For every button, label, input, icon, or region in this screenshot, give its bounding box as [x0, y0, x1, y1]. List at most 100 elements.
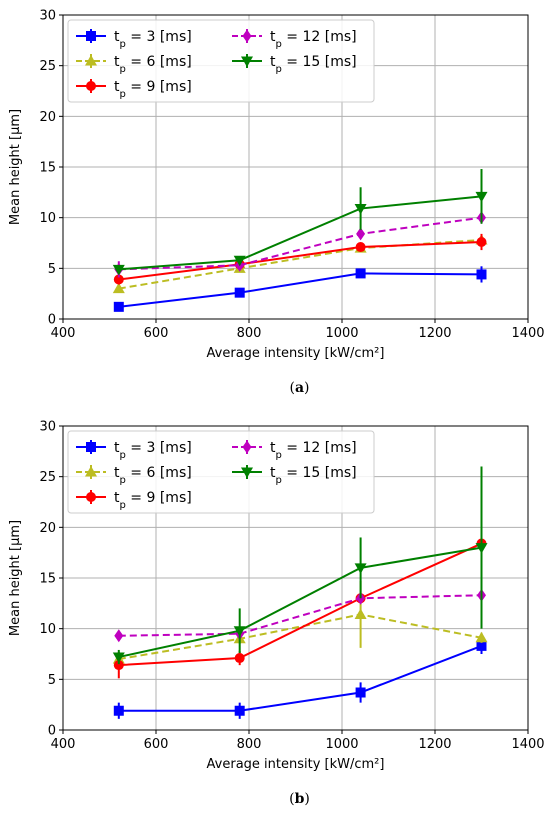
plot-area: [112, 466, 488, 719]
legend-marker: [242, 29, 252, 43]
series-line: [118, 546, 482, 659]
data-point: [354, 608, 367, 619]
y-tick-label: 5: [48, 262, 56, 277]
series-line: [118, 238, 482, 290]
y-tick-label: 5: [48, 673, 56, 688]
legend-label: tp = 9 [ms]: [114, 79, 192, 100]
series-5: [112, 466, 488, 665]
y-tick-label: 25: [39, 470, 56, 485]
x-tick-label: 1200: [418, 737, 451, 752]
axes: 400 600 800 1000 1200 1400 0 5 10 15 20 25 30: [39, 9, 544, 342]
legend-box: [67, 19, 375, 103]
chart-panel-b: 400 600 800 1000 1200 1400 0 5 10 15 20 25 30 Average…: [0, 411, 550, 822]
x-tick-label: 600: [144, 737, 169, 752]
legend-item-3: tp = 9 [ms]: [76, 79, 192, 100]
data-point: [112, 264, 125, 276]
series-1: [113, 637, 487, 719]
legend-item-4: tp = 12 [ms]: [232, 440, 357, 461]
series-3: [113, 538, 487, 679]
legend-label: tp = 6 [ms]: [114, 465, 192, 486]
series-line: [118, 644, 482, 712]
chart-panel-a: 400 600 800 1000 1200 1400 0 5 10 15 20 25 30 Average…: [8, 9, 545, 397]
legend-item-1: tp = 3 [ms]: [76, 29, 192, 50]
series-3: [113, 233, 487, 285]
y-axis-label: Mean height [μm]: [8, 109, 23, 225]
series-1: [113, 266, 487, 312]
plot-frame: [62, 425, 529, 731]
y-tick-label: 20: [39, 110, 56, 125]
legend: tp = 3 [ms] tp = 6 [ms] tp = 9 [ms] tp = 12…: [67, 430, 375, 514]
legend-marker: [85, 466, 97, 477]
legend: tp = 3 [ms] tp = 6 [ms] tp = 9 [ms] tp = 12…: [67, 19, 375, 103]
series-2: [112, 233, 488, 294]
data-point: [112, 652, 125, 664]
legend-box: [67, 430, 375, 514]
axes: 400 600 800 1000 1200 1400 0 5 10 15 20 25 30: [39, 420, 544, 753]
data-point: [475, 191, 488, 203]
legend-item-2: tp = 6 [ms]: [76, 465, 192, 486]
panel-label: (a): [289, 380, 309, 396]
series-line: [118, 542, 482, 667]
x-axis-label: Average intensity [kW/cm²]: [207, 346, 385, 361]
series-line: [118, 195, 482, 271]
series-line: [118, 594, 482, 637]
x-tick-label: 1200: [418, 326, 451, 341]
x-tick-label: 600: [144, 326, 169, 341]
chart-b: 400 600 800 1000 1200 1400 0 5 10 15 20 25 30 Average…: [8, 420, 545, 808]
legend-marker: [241, 467, 253, 478]
legend-marker: [86, 442, 96, 452]
y-tick-label: 0: [48, 313, 56, 328]
data-point: [355, 687, 366, 698]
data-point: [355, 242, 366, 253]
panel-label: (b): [289, 791, 310, 807]
data-point: [113, 274, 124, 285]
legend-label: tp = 6 [ms]: [114, 54, 192, 75]
series-line: [118, 240, 482, 281]
data-point: [354, 204, 367, 215]
series-line: [118, 613, 482, 661]
x-tick-label: 1400: [511, 737, 544, 752]
x-tick-label: 400: [51, 326, 76, 341]
y-tick-label: 20: [39, 521, 56, 536]
data-point: [354, 563, 367, 574]
plot-area: [112, 169, 488, 312]
data-point: [234, 287, 245, 298]
series-5: [112, 169, 488, 276]
data-point: [233, 255, 246, 267]
y-tick-label: 30: [39, 9, 56, 24]
y-tick-label: 25: [39, 59, 56, 74]
data-point: [113, 660, 124, 671]
series-4: [114, 588, 486, 643]
x-axis-label: Average intensity [kW/cm²]: [207, 757, 385, 772]
data-point: [114, 629, 124, 643]
data-point: [234, 653, 245, 664]
data-point: [475, 631, 488, 643]
y-tick-label: 15: [39, 572, 56, 587]
legend-label: tp = 15 [ms]: [270, 54, 357, 75]
series-line: [118, 272, 482, 308]
legend-marker: [86, 492, 96, 502]
legend-marker: [86, 31, 96, 41]
y-tick-label: 15: [39, 161, 56, 176]
data-point: [476, 640, 487, 651]
legend-item-1: tp = 3 [ms]: [76, 440, 192, 461]
legend-item-2: tp = 6 [ms]: [76, 54, 192, 75]
legend-item-4: tp = 12 [ms]: [232, 29, 357, 50]
x-tick-label: 400: [51, 737, 76, 752]
series-2: [112, 581, 488, 665]
legend-label: tp = 12 [ms]: [270, 440, 357, 461]
legend-item-5: tp = 15 [ms]: [232, 465, 357, 486]
data-point: [476, 269, 487, 280]
y-tick-label: 0: [48, 724, 56, 739]
x-tick-label: 1000: [325, 737, 358, 752]
data-point: [113, 301, 124, 312]
legend-marker: [241, 56, 253, 67]
x-tick-label: 800: [237, 737, 262, 752]
legend-marker: [86, 81, 96, 91]
data-point: [112, 282, 125, 294]
legend-label: tp = 12 [ms]: [270, 29, 357, 50]
legend-marker: [85, 55, 97, 66]
data-point: [475, 543, 488, 554]
x-tick-label: 800: [237, 326, 262, 341]
chart-a: 400 600 800 1000 1200 1400 0 5 10 15 20 25 30 Average…: [8, 9, 545, 397]
